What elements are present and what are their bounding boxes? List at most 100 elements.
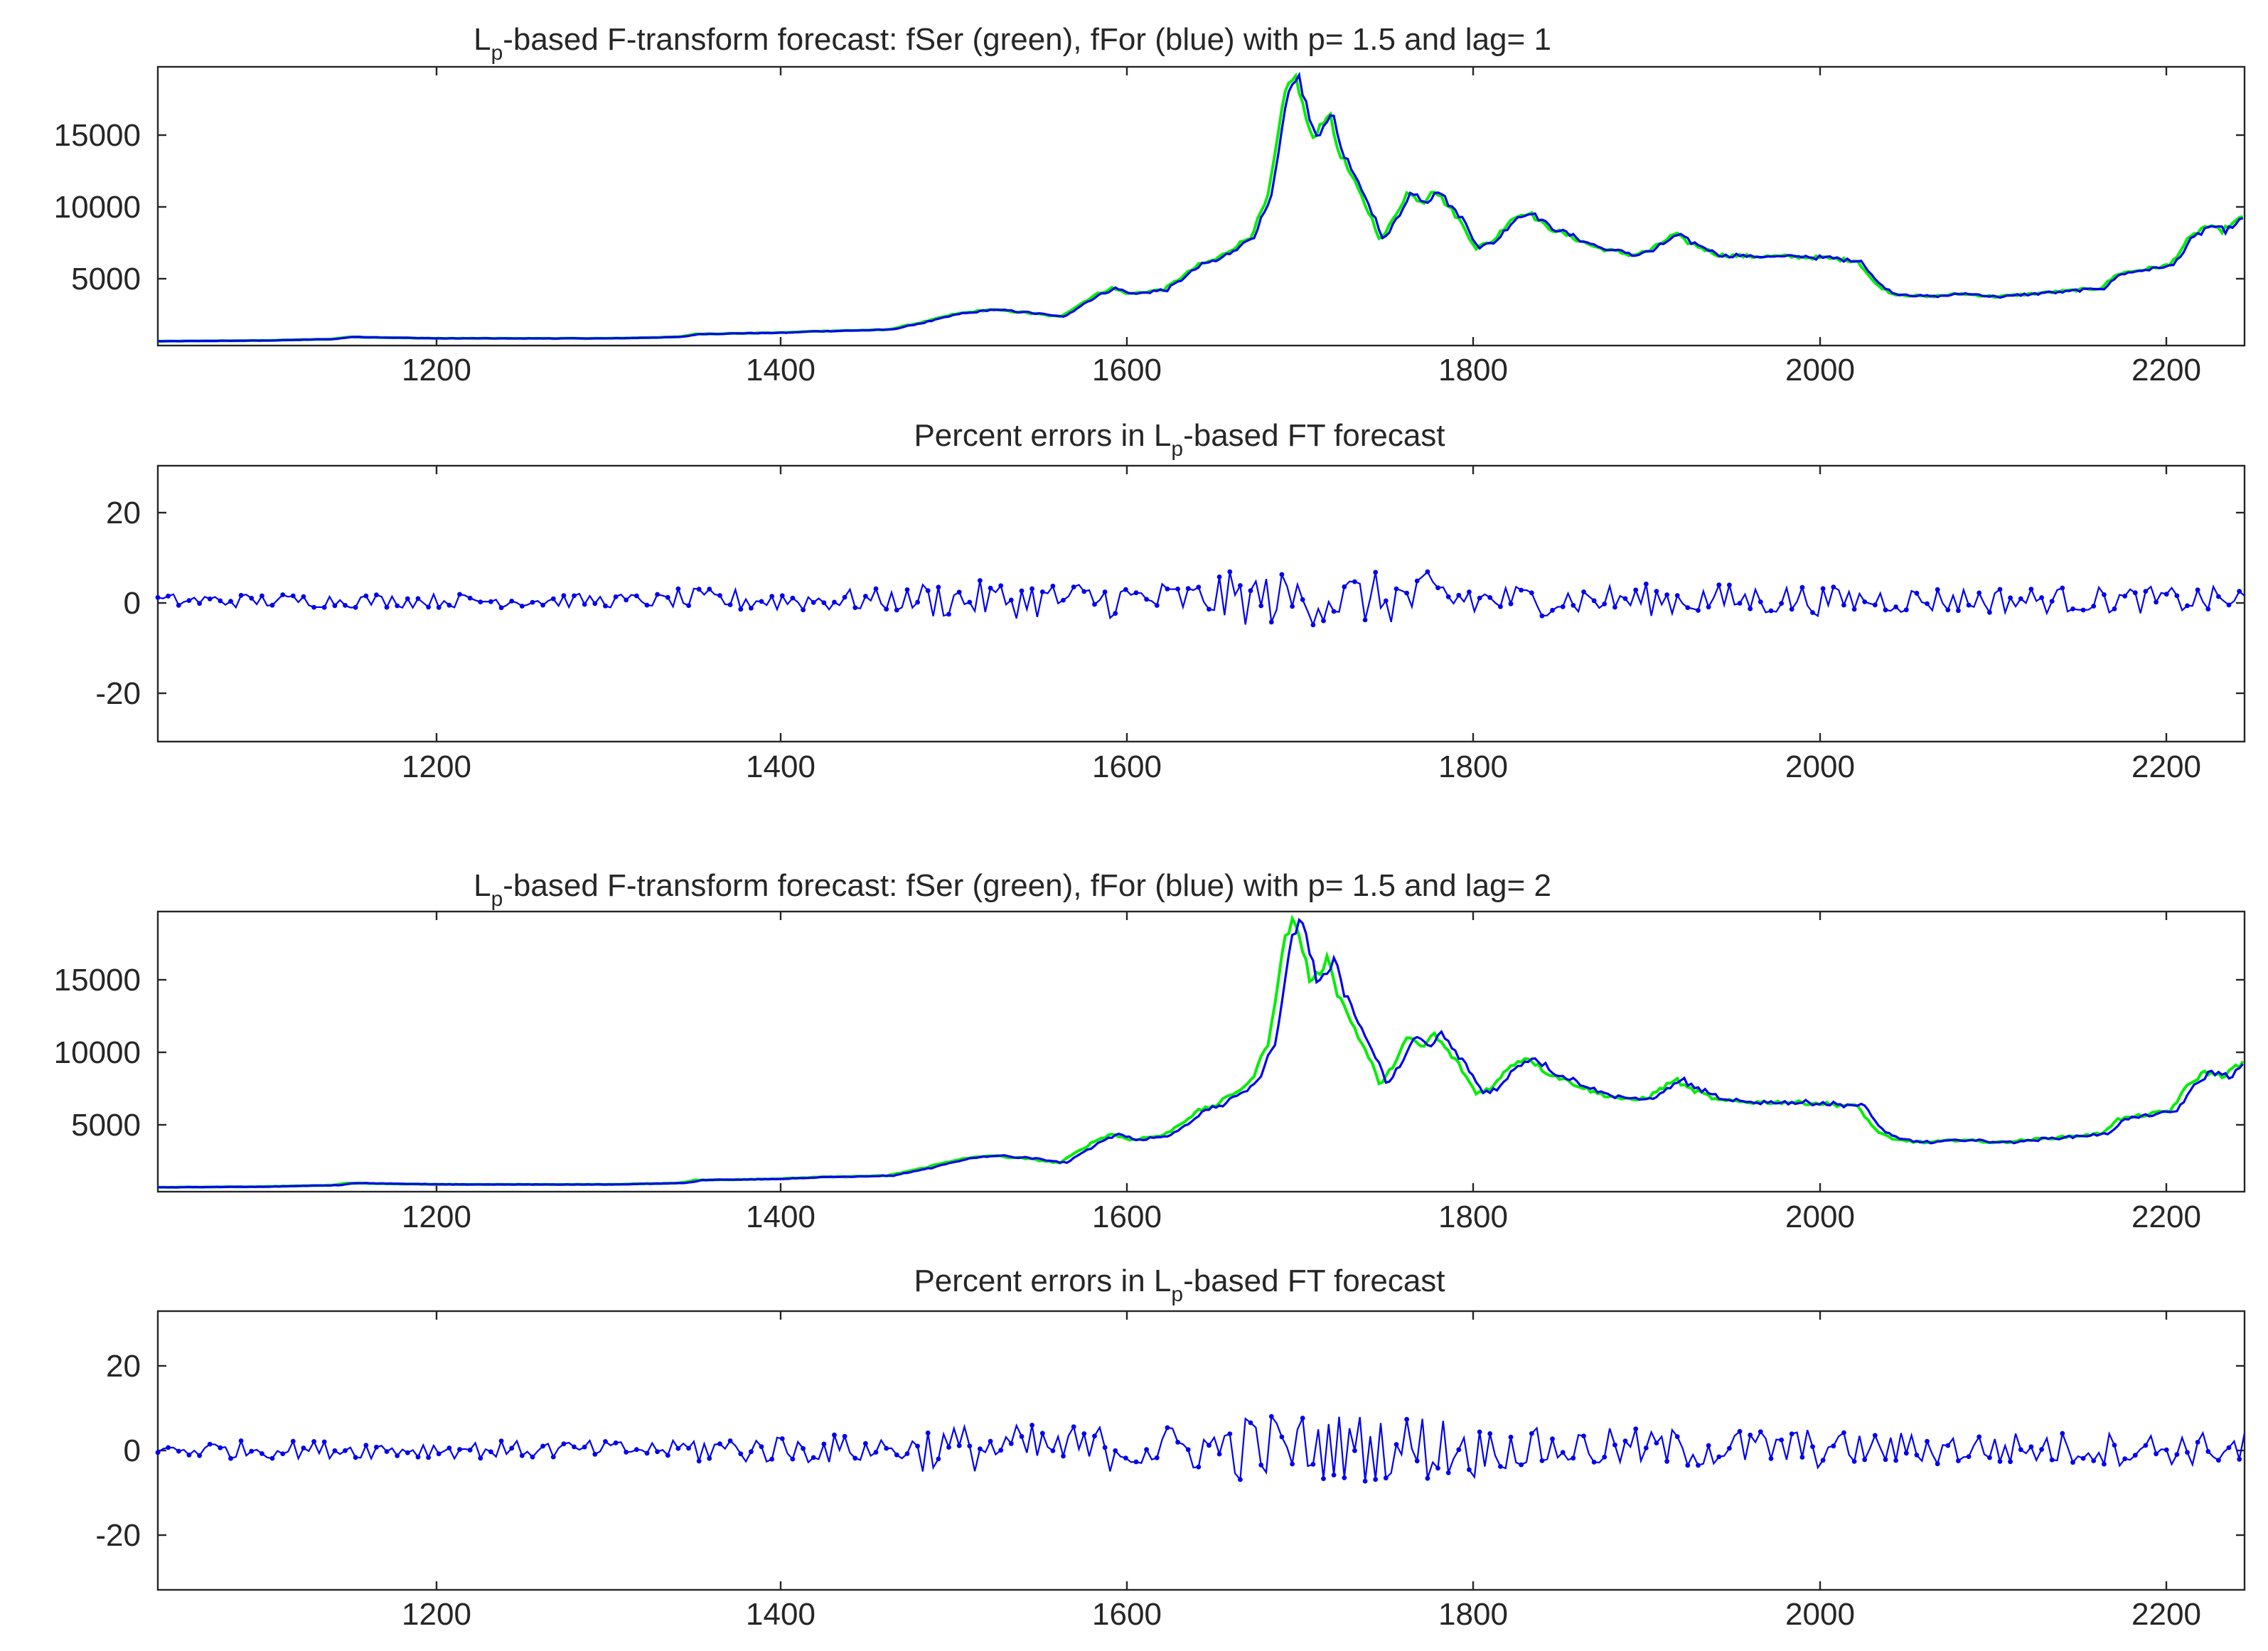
error-point <box>1050 583 1056 589</box>
error-point <box>1862 1457 1868 1463</box>
error-point <box>374 592 379 598</box>
error-point <box>2237 1456 2242 1462</box>
error-point <box>1966 1454 1972 1459</box>
error-point <box>1883 1457 1888 1463</box>
error-point <box>405 1450 410 1455</box>
error-point <box>1207 1443 1211 1448</box>
error-point <box>1248 1420 1253 1426</box>
error-point <box>186 598 192 603</box>
error-point <box>873 1450 879 1455</box>
error-point <box>1362 1478 1368 1484</box>
error-point <box>675 586 681 592</box>
x-tick-label: 2200 <box>2131 1199 2201 1234</box>
error-point <box>1529 590 1534 596</box>
error-point <box>1529 1431 1534 1436</box>
y-tick-label: 15000 <box>54 963 141 998</box>
error-point <box>1508 601 1514 607</box>
error-point <box>1581 589 1586 594</box>
error-point <box>1799 584 1805 590</box>
error-point <box>1903 1450 1909 1456</box>
error-point <box>2028 1444 2034 1450</box>
error-point <box>343 1448 348 1453</box>
error-point <box>759 1444 764 1449</box>
panel-title: Lp-based F-transform forecast: fSer (gre… <box>474 22 1551 65</box>
x-tick-label: 1400 <box>746 749 815 784</box>
error-point <box>842 594 847 600</box>
y-tick-label: -20 <box>95 676 141 711</box>
error-point <box>540 602 545 608</box>
error-point <box>978 1446 983 1452</box>
error-point <box>1102 589 1108 594</box>
y-tick-label: 10000 <box>54 1035 141 1070</box>
x-tick-label: 1800 <box>1438 1597 1508 1632</box>
error-point <box>2018 1447 2023 1453</box>
error-point <box>561 1441 567 1447</box>
error-point <box>1571 602 1576 608</box>
error-point <box>738 1451 744 1457</box>
error-point <box>603 1439 608 1444</box>
error-point <box>1144 597 1149 602</box>
error-point <box>1758 1429 1763 1435</box>
error-point <box>1498 604 1503 609</box>
error-point <box>1216 1451 1222 1457</box>
error-markers <box>155 1414 2242 1484</box>
x-tick-label: 1600 <box>1092 1597 1162 1632</box>
error-point <box>738 607 744 612</box>
error-point <box>1674 1434 1680 1439</box>
error-point <box>1133 1459 1139 1465</box>
error-point <box>2049 1457 2055 1463</box>
error-point <box>1029 1423 1034 1428</box>
error-point <box>1092 1433 1097 1439</box>
error-point <box>727 1438 733 1443</box>
error-point <box>332 1448 338 1453</box>
error-point <box>519 1453 525 1458</box>
error-point <box>1425 569 1430 575</box>
error-point <box>332 603 338 609</box>
error-point <box>260 593 264 599</box>
error-point <box>1851 1459 1857 1464</box>
x-tick-label: 2000 <box>1785 749 1855 784</box>
error-point <box>290 1438 296 1444</box>
error-point <box>2174 593 2180 599</box>
error-point <box>1737 1428 1743 1434</box>
error-point <box>2195 587 2200 592</box>
error-point <box>613 1440 619 1446</box>
error-point <box>1102 1445 1108 1450</box>
error-point <box>1737 601 1743 606</box>
error-point <box>988 585 993 591</box>
error-point <box>1467 1467 1472 1473</box>
error-point <box>436 1451 442 1457</box>
error-markers <box>155 569 2242 628</box>
error-point <box>2216 1458 2221 1463</box>
series-line-fFor <box>158 71 2244 343</box>
error-point <box>1581 1433 1586 1438</box>
error-point <box>530 599 535 605</box>
error-point <box>1612 604 1617 610</box>
x-tick-label: 2200 <box>2131 1597 2201 1632</box>
error-point <box>967 599 973 605</box>
error-point <box>1977 590 1982 596</box>
error-point <box>1362 617 1368 623</box>
plot-area <box>155 1414 2246 1484</box>
error-point <box>904 1451 910 1456</box>
error-point <box>540 1443 545 1449</box>
error-point <box>1310 622 1316 628</box>
error-point <box>1914 590 1920 596</box>
error-point <box>2216 594 2221 599</box>
error-point <box>801 607 806 613</box>
error-point <box>936 1456 941 1462</box>
error-point <box>707 587 712 592</box>
error-point <box>1008 1441 1014 1446</box>
error-point <box>2226 602 2232 608</box>
error-point <box>1008 597 1014 603</box>
plot-area <box>158 914 2245 1190</box>
error-point <box>1414 1458 1420 1464</box>
error-point <box>1831 584 1836 589</box>
error-point <box>467 595 473 601</box>
error-point <box>498 605 504 611</box>
error-point <box>384 604 390 610</box>
error-point <box>2102 1461 2107 1467</box>
panel-title: Percent errors in Lp-based FT forecast <box>914 418 1445 461</box>
error-point <box>998 583 1004 589</box>
error-point <box>936 584 941 590</box>
